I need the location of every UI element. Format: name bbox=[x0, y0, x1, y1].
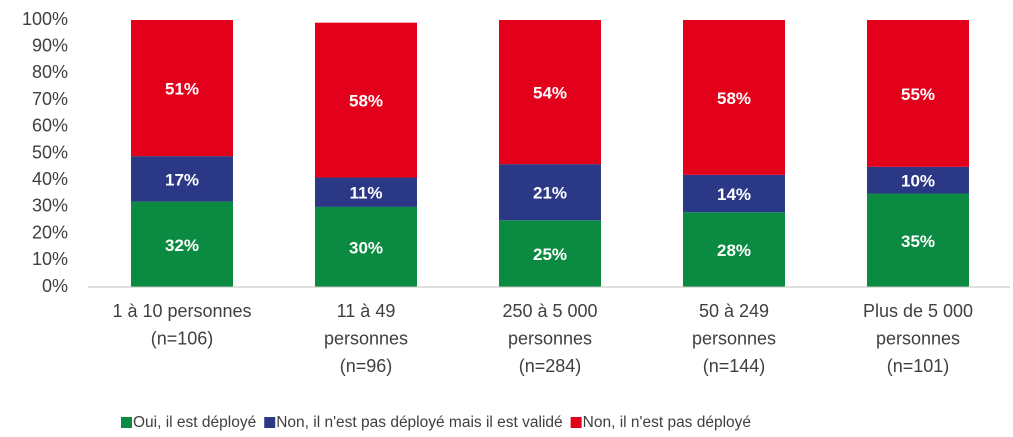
y-tick-label: 30% bbox=[32, 196, 68, 216]
bar-segment bbox=[499, 164, 601, 221]
y-tick-label: 90% bbox=[32, 35, 68, 55]
legend-label: Non, il n'est pas déployé mais il est va… bbox=[276, 414, 562, 431]
x-tick-label: 250 à 5 000 bbox=[502, 301, 597, 321]
bar-segment bbox=[315, 177, 417, 207]
value-label: 54% bbox=[533, 84, 567, 103]
x-tick-label: (n=284) bbox=[519, 356, 582, 376]
x-tick-label: personnes bbox=[692, 328, 776, 348]
bar-segment bbox=[867, 166, 969, 194]
y-tick-label: 40% bbox=[32, 169, 68, 189]
value-label: 58% bbox=[717, 89, 751, 108]
y-tick-label: 60% bbox=[32, 116, 68, 136]
y-tick-label: 50% bbox=[32, 142, 68, 162]
bar-segment bbox=[683, 20, 785, 175]
y-tick-label: 0% bbox=[42, 276, 68, 296]
value-label: 25% bbox=[533, 245, 567, 264]
value-label: 32% bbox=[165, 236, 199, 255]
y-tick-label: 10% bbox=[32, 249, 68, 269]
x-tick-label: personnes bbox=[324, 328, 408, 348]
value-label: 21% bbox=[533, 184, 567, 203]
bar-segment bbox=[131, 201, 233, 287]
legend-swatch bbox=[570, 417, 582, 428]
x-tick-label: 1 à 10 personnes bbox=[112, 301, 251, 321]
x-tick-label: (n=144) bbox=[703, 356, 766, 376]
bar-segment bbox=[315, 22, 417, 178]
legend-label: Non, il n'est pas déployé bbox=[583, 414, 751, 431]
value-label: 11% bbox=[349, 184, 382, 203]
x-tick-label: (n=96) bbox=[340, 356, 393, 376]
value-label: 51% bbox=[165, 80, 199, 99]
x-tick-label: 11 à 49 bbox=[337, 301, 396, 321]
y-tick-label: 20% bbox=[32, 222, 68, 242]
bar-segment bbox=[315, 206, 417, 287]
y-tick-label: 80% bbox=[32, 62, 68, 82]
value-label: 14% bbox=[717, 185, 751, 204]
x-tick-label: Plus de 5 000 bbox=[863, 301, 973, 321]
value-label: 17% bbox=[165, 170, 199, 189]
value-label: 35% bbox=[901, 232, 935, 251]
x-tick-label: personnes bbox=[876, 328, 960, 348]
y-tick-label: 70% bbox=[32, 89, 68, 109]
bar-segment bbox=[683, 174, 785, 213]
value-label: 10% bbox=[901, 172, 935, 191]
bar-segment bbox=[867, 20, 969, 167]
value-label: 55% bbox=[901, 85, 935, 104]
y-tick-label: 100% bbox=[22, 9, 68, 29]
bar-segment bbox=[131, 20, 233, 157]
bar-segment bbox=[499, 220, 601, 287]
legend-swatch bbox=[121, 417, 132, 428]
bar-segment bbox=[683, 212, 785, 287]
value-label: 58% bbox=[349, 92, 383, 111]
bar-segment bbox=[131, 156, 233, 202]
bar-segment bbox=[499, 20, 601, 165]
x-tick-label: (n=106) bbox=[151, 328, 214, 348]
x-tick-label: personnes bbox=[508, 328, 592, 348]
x-tick-label: (n=101) bbox=[887, 356, 950, 376]
legend-swatch bbox=[264, 417, 276, 428]
legend-label: Oui, il est déployé bbox=[133, 414, 256, 431]
value-label: 30% bbox=[349, 238, 383, 257]
bar-segment bbox=[867, 193, 969, 287]
value-label: 28% bbox=[717, 241, 751, 260]
x-tick-label: 50 à 249 bbox=[699, 301, 769, 321]
